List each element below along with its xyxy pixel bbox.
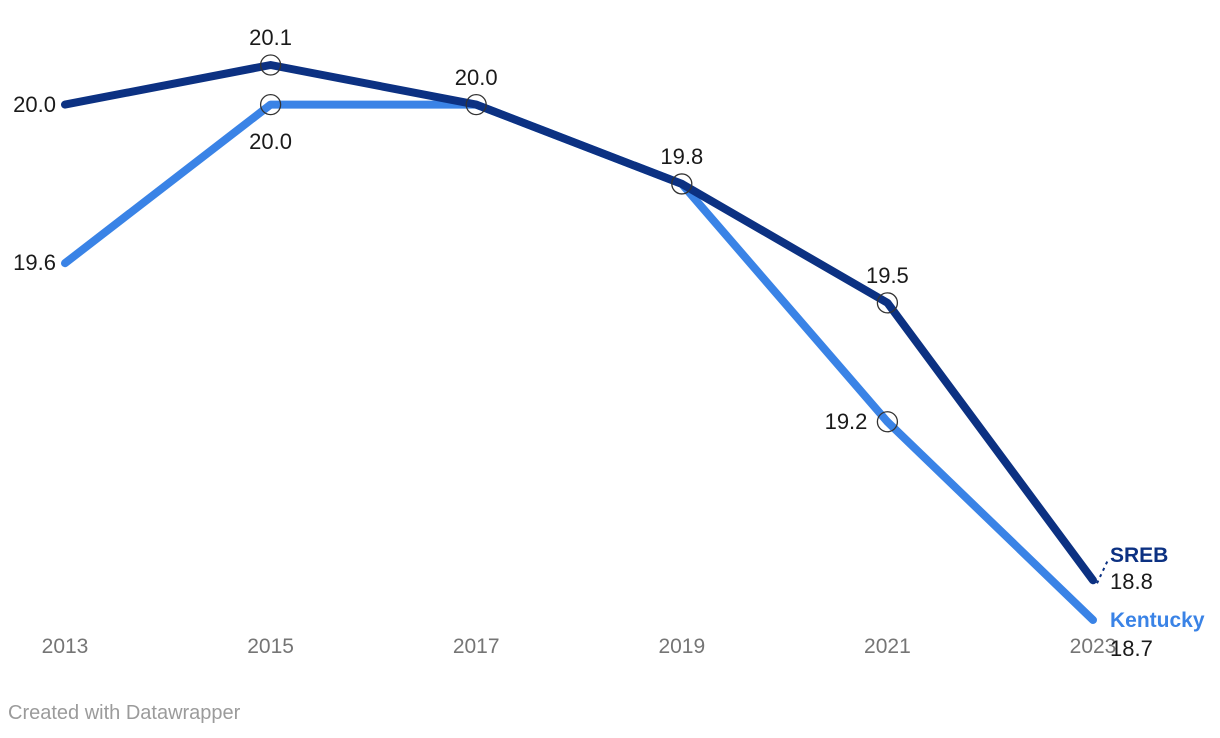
value-label: 19.6 — [13, 250, 56, 276]
end-value-label: 18.8 — [1110, 569, 1153, 594]
x-axis-label: 2013 — [41, 635, 89, 658]
value-label: 19.5 — [865, 262, 909, 288]
value-label: 20.0 — [249, 128, 293, 154]
x-axis-label: 2015 — [247, 635, 294, 658]
point-marker — [259, 54, 282, 76]
x-axis-label: 2019 — [658, 635, 706, 658]
sreb-label-connector — [1096, 559, 1109, 584]
point-marker — [259, 93, 282, 116]
x-axis-label: 2017 — [452, 635, 500, 658]
kentucky-line — [61, 100, 1097, 624]
value-label: 20.0 — [13, 91, 56, 117]
value-label: 19.8 — [660, 143, 704, 169]
end-value-label: 18.7 — [1110, 636, 1153, 661]
sreb-line — [61, 61, 1097, 585]
value-label: 20.1 — [249, 25, 293, 50]
point-marker — [465, 93, 487, 116]
point-marker — [671, 173, 693, 195]
series-label-sreb: SREB — [1110, 544, 1169, 567]
datawrapper-credit: Created with Datawrapper — [8, 702, 241, 724]
value-label: 20.0 — [454, 64, 498, 90]
point-marker — [876, 292, 899, 314]
point-marker — [876, 411, 899, 433]
series-label-kentucky: Kentucky — [1110, 609, 1205, 632]
x-axis-label: 2021 — [864, 635, 911, 658]
x-axis-label: 2023 — [1069, 635, 1117, 658]
value-label: 19.2 — [824, 408, 868, 434]
